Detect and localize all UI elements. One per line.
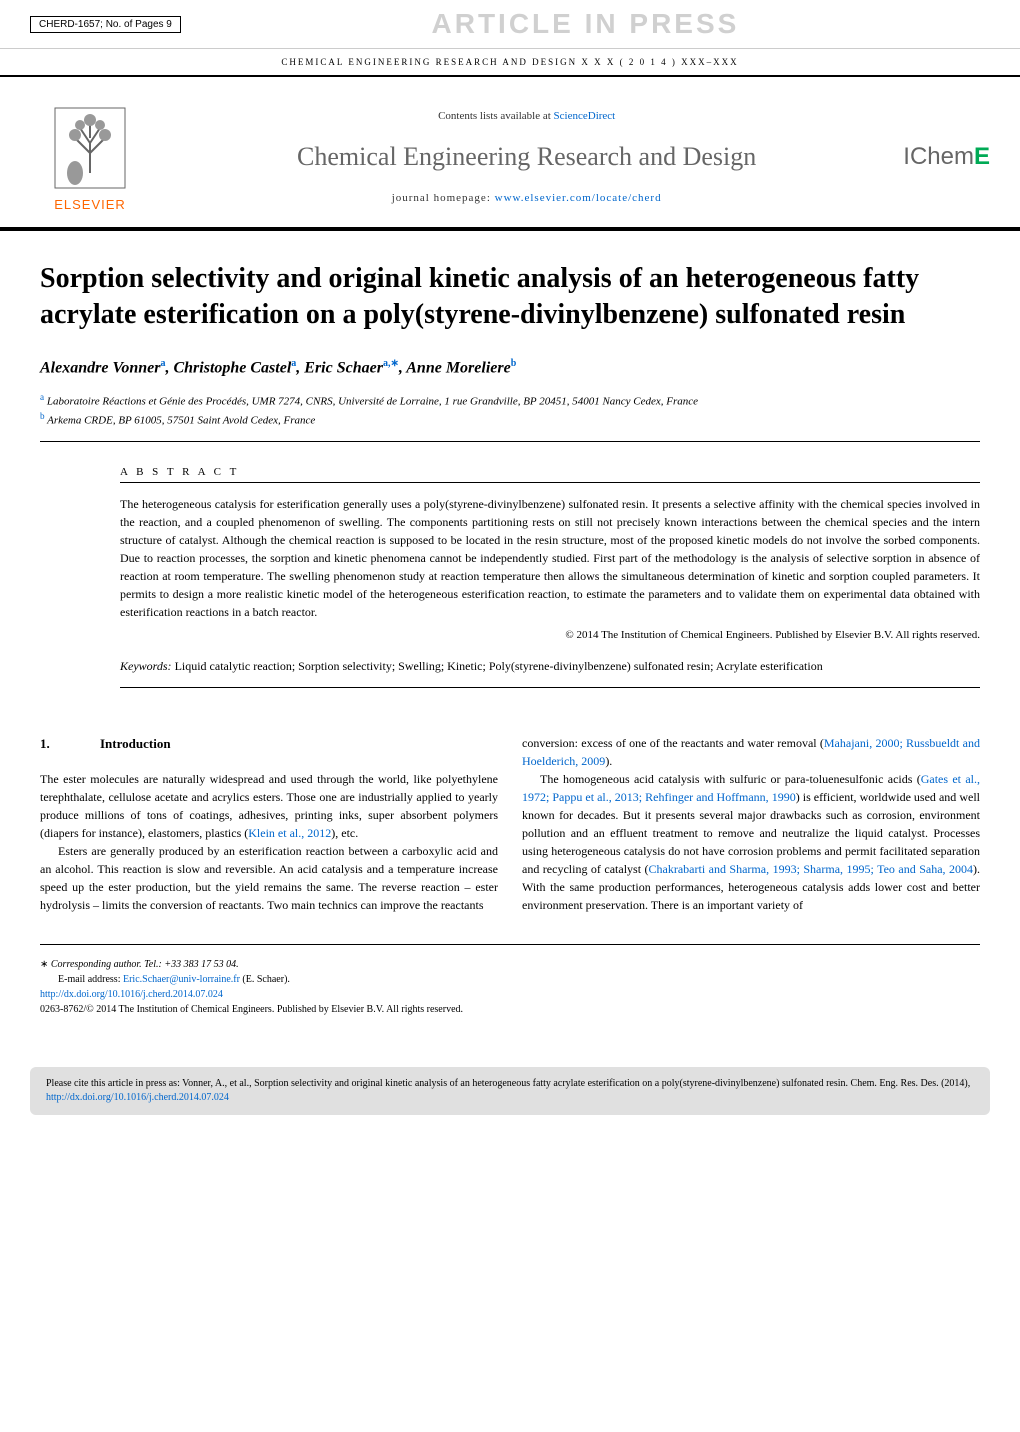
intro-heading: 1.Introduction [40,734,498,754]
affil-b-sup: b [40,411,45,421]
doi-link[interactable]: http://dx.doi.org/10.1016/j.cherd.2014.0… [40,989,223,1000]
body-columns: 1.Introduction The ester molecules are n… [40,734,980,914]
sciencedirect-link[interactable]: ScienceDirect [554,110,616,122]
header-strip: CHERD-1657; No. of Pages 9 ARTICLE IN PR… [0,0,1020,49]
corr-text: Corresponding author. Tel.: +33 383 17 5… [48,959,238,970]
ref-chakrabarti-1993[interactable]: Chakrabarti and Sharma, 1993; Sharma, 19… [649,862,973,876]
abstract-text: The heterogeneous catalysis for esterifi… [120,495,980,621]
keywords: Keywords: Liquid catalytic reaction; Sor… [120,657,980,688]
author-4: Anne Moreliere [406,359,510,376]
corresponding-email-link[interactable]: Eric.Schaer@univ-lorraine.fr [123,974,240,985]
elsevier-logo: ELSEVIER [30,87,150,227]
author-1-sup: a [160,358,165,369]
intro-num: 1. [40,734,100,754]
col2-para1: conversion: excess of one of the reactan… [522,734,980,770]
ref-klein-2012[interactable]: Klein et al., 2012 [248,826,331,840]
keywords-text: Liquid catalytic reaction; Sorption sele… [172,659,823,673]
col1-p1-b: ), etc. [331,826,358,840]
intro-title: Introduction [100,736,171,751]
email-suffix: (E. Schaer). [240,974,290,985]
author-3-sup: a,∗ [383,358,399,369]
article-ref-code: CHERD-1657; No. of Pages 9 [30,16,181,33]
footer-section: ∗ Corresponding author. Tel.: +33 383 17… [40,944,980,1017]
email-line: E-mail address: Eric.Schaer@univ-lorrain… [40,972,980,987]
col2-p2-a: The homogeneous acid catalysis with sulf… [540,772,921,786]
col1-para2: Esters are generally produced by an este… [40,842,498,914]
contents-prefix: Contents lists available at [438,110,553,122]
affil-a-sup: a [40,392,44,402]
keywords-label: Keywords: [120,659,172,673]
journal-citation-line: CHEMICAL ENGINEERING RESEARCH AND DESIGN… [0,49,1020,75]
doi-line: http://dx.doi.org/10.1016/j.cherd.2014.0… [40,987,980,1002]
publisher-header: ELSEVIER Contents lists available at Sci… [0,75,1020,231]
abstract-copyright: © 2014 The Institution of Chemical Engin… [120,629,980,641]
author-4-sup: b [511,358,517,369]
affiliation-b: b Arkema CRDE, BP 61005, 57501 Saint Avo… [40,410,980,429]
journal-homepage-link[interactable]: www.elsevier.com/locate/cherd [495,192,662,204]
abstract-section: A B S T R A C T The heterogeneous cataly… [40,450,980,704]
author-3: Eric Schaer [304,359,383,376]
col2-p1-a: conversion: excess of one of the reactan… [522,736,824,750]
issn-copyright-line: 0263-8762/© 2014 The Institution of Chem… [40,1002,980,1017]
abstract-rule [120,482,980,483]
homepage-prefix: journal homepage: [392,192,495,204]
author-list: Alexandre Vonnera, Christophe Castela, E… [40,358,980,377]
corresponding-author: ∗ Corresponding author. Tel.: +33 383 17… [40,957,980,972]
col2-p1-b: ). [605,754,612,768]
contents-available-line: Contents lists available at ScienceDirec… [438,110,615,122]
publisher-center: Contents lists available at ScienceDirec… [150,110,903,204]
article-in-press-banner: ARTICLE IN PRESS [181,8,990,40]
article-title: Sorption selectivity and original kineti… [40,261,980,334]
affiliations: a Laboratoire Réactions et Génie des Pro… [40,391,980,442]
abstract-label: A B S T R A C T [120,466,980,478]
email-label: E-mail address: [58,974,123,985]
main-content: Sorption selectivity and original kineti… [0,231,1020,1047]
affil-b-text: Arkema CRDE, BP 61005, 57501 Saint Avold… [47,415,315,427]
elsevier-tree-icon [50,103,130,193]
elsevier-label: ELSEVIER [54,197,126,212]
icheme-e: E [974,143,990,170]
author-2: Christophe Castel [173,359,291,376]
journal-name: Chemical Engineering Research and Design [297,142,756,172]
affiliation-a: a Laboratoire Réactions et Génie des Pro… [40,391,980,410]
cite-text: Please cite this article in press as: Vo… [46,1078,970,1089]
citation-box: Please cite this article in press as: Vo… [30,1067,990,1115]
journal-homepage-line: journal homepage: www.elsevier.com/locat… [392,192,662,204]
icheme-prefix: IChem [903,143,974,170]
icheme-logo: IChemE [903,143,990,171]
author-1: Alexandre Vonner [40,359,160,376]
column-left: 1.Introduction The ester molecules are n… [40,734,498,914]
affil-a-text: Laboratoire Réactions et Génie des Procé… [47,396,698,408]
author-2-sup: a [291,358,296,369]
column-right: conversion: excess of one of the reactan… [522,734,980,914]
col1-para1: The ester molecules are naturally widesp… [40,770,498,842]
cite-doi-link[interactable]: http://dx.doi.org/10.1016/j.cherd.2014.0… [46,1092,229,1103]
col2-para2: The homogeneous acid catalysis with sulf… [522,770,980,914]
